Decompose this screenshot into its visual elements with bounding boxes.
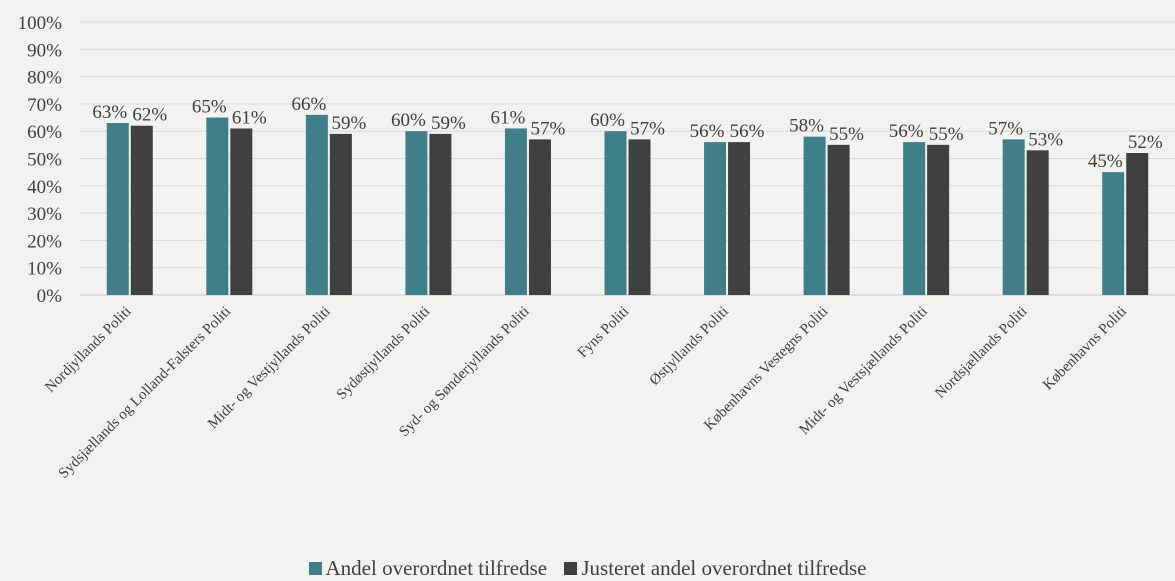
y-tick-label: 80% [27,68,62,89]
data-label: 59% [331,113,366,134]
y-tick-label: 0% [37,286,63,307]
x-tick-label: Nordjyllands Politi [42,304,134,396]
data-label: 57% [630,118,665,139]
bar-justeret [1026,150,1049,295]
data-labels: 63% 62% 65%61%66%59% 60% 59% 61%57% 60% 57% 56% 5… [92,94,1162,172]
legend-swatch-teal [308,562,322,575]
y-tick-label: 90% [27,40,62,61]
y-tick-label: 10% [27,259,62,280]
data-label: 66% [291,94,326,115]
x-tick-label: Østjyllands Politi [647,304,732,389]
y-tick-label: 100% [18,13,63,34]
bar-justeret [728,142,751,295]
bar-andel [1002,139,1025,295]
bar-justeret [130,125,153,296]
bar-andel [504,128,527,295]
bar-andel [106,123,129,295]
x-tick-label: Sydøstjyllands Politi [334,304,433,403]
y-tick-label: 20% [27,231,62,252]
legend-label: Andel overordnet tilfredse [325,556,548,580]
data-label: 63% [92,102,127,123]
y-tick-label: 70% [27,95,62,116]
bar-andel [206,117,229,295]
legend: Andel overordnet tilfredse Justeret ande… [0,556,1175,581]
legend-swatch-dark [564,562,578,575]
bar-justeret [528,139,551,295]
data-label: 60% [590,110,625,131]
legend-label: Justeret andel overordnet tilfredse [581,556,867,580]
bar-andel [405,131,428,295]
data-label: 45% [1088,151,1123,172]
x-tick-label: Fyns Politi [575,304,633,362]
data-label: 65% [192,97,227,118]
data-label: 55% [829,124,864,145]
bar-andel [803,136,826,295]
bar-andel [305,114,328,295]
y-tick-label: 30% [27,204,62,225]
y-tick-label: 50% [27,150,62,171]
bar-andel [704,142,727,295]
gridlines [80,21,1175,296]
data-label: 58% [789,116,824,137]
data-label: 55% [929,124,964,145]
bar-justeret [827,144,850,295]
y-tick-label: 60% [27,122,62,143]
data-label: 61% [232,107,267,128]
data-label: 60% [391,110,426,131]
data-label: 59% [431,113,466,134]
legend-item-series-1: Andel overordnet tilfredse [308,556,548,581]
data-label: 52% [1128,132,1163,153]
bar-justeret [927,144,950,295]
bar-andel [1102,172,1125,295]
bar-justeret [329,133,352,295]
data-label: 61% [491,107,526,128]
bar-justeret [230,128,253,295]
data-label: 56% [690,121,725,142]
bar-andel [903,142,926,295]
bar-justeret [429,133,452,295]
bar-justeret [628,139,651,295]
x-tick-label: Københavns Politi [1040,304,1130,394]
x-tick-label: Sydsjællands og Lolland-Falsters Politi [56,304,234,482]
bar-justeret [1126,153,1149,295]
bar-andel [604,131,627,295]
data-label: 57% [988,118,1023,139]
data-label: 62% [132,105,167,126]
data-label: 53% [1028,129,1063,150]
data-label: 56% [730,121,765,142]
y-axis: 0% 10% 20% 30% 40% 50% 60% 70% 80% 90% 100% [18,13,63,307]
data-label: 57% [531,118,566,139]
bars [106,114,1149,296]
y-tick-label: 40% [27,177,62,198]
legend-item-series-2: Justeret andel overordnet tilfredse [564,556,866,581]
x-tick-label: Nordsjællands Politi [932,304,1030,402]
data-label: 56% [889,121,924,142]
